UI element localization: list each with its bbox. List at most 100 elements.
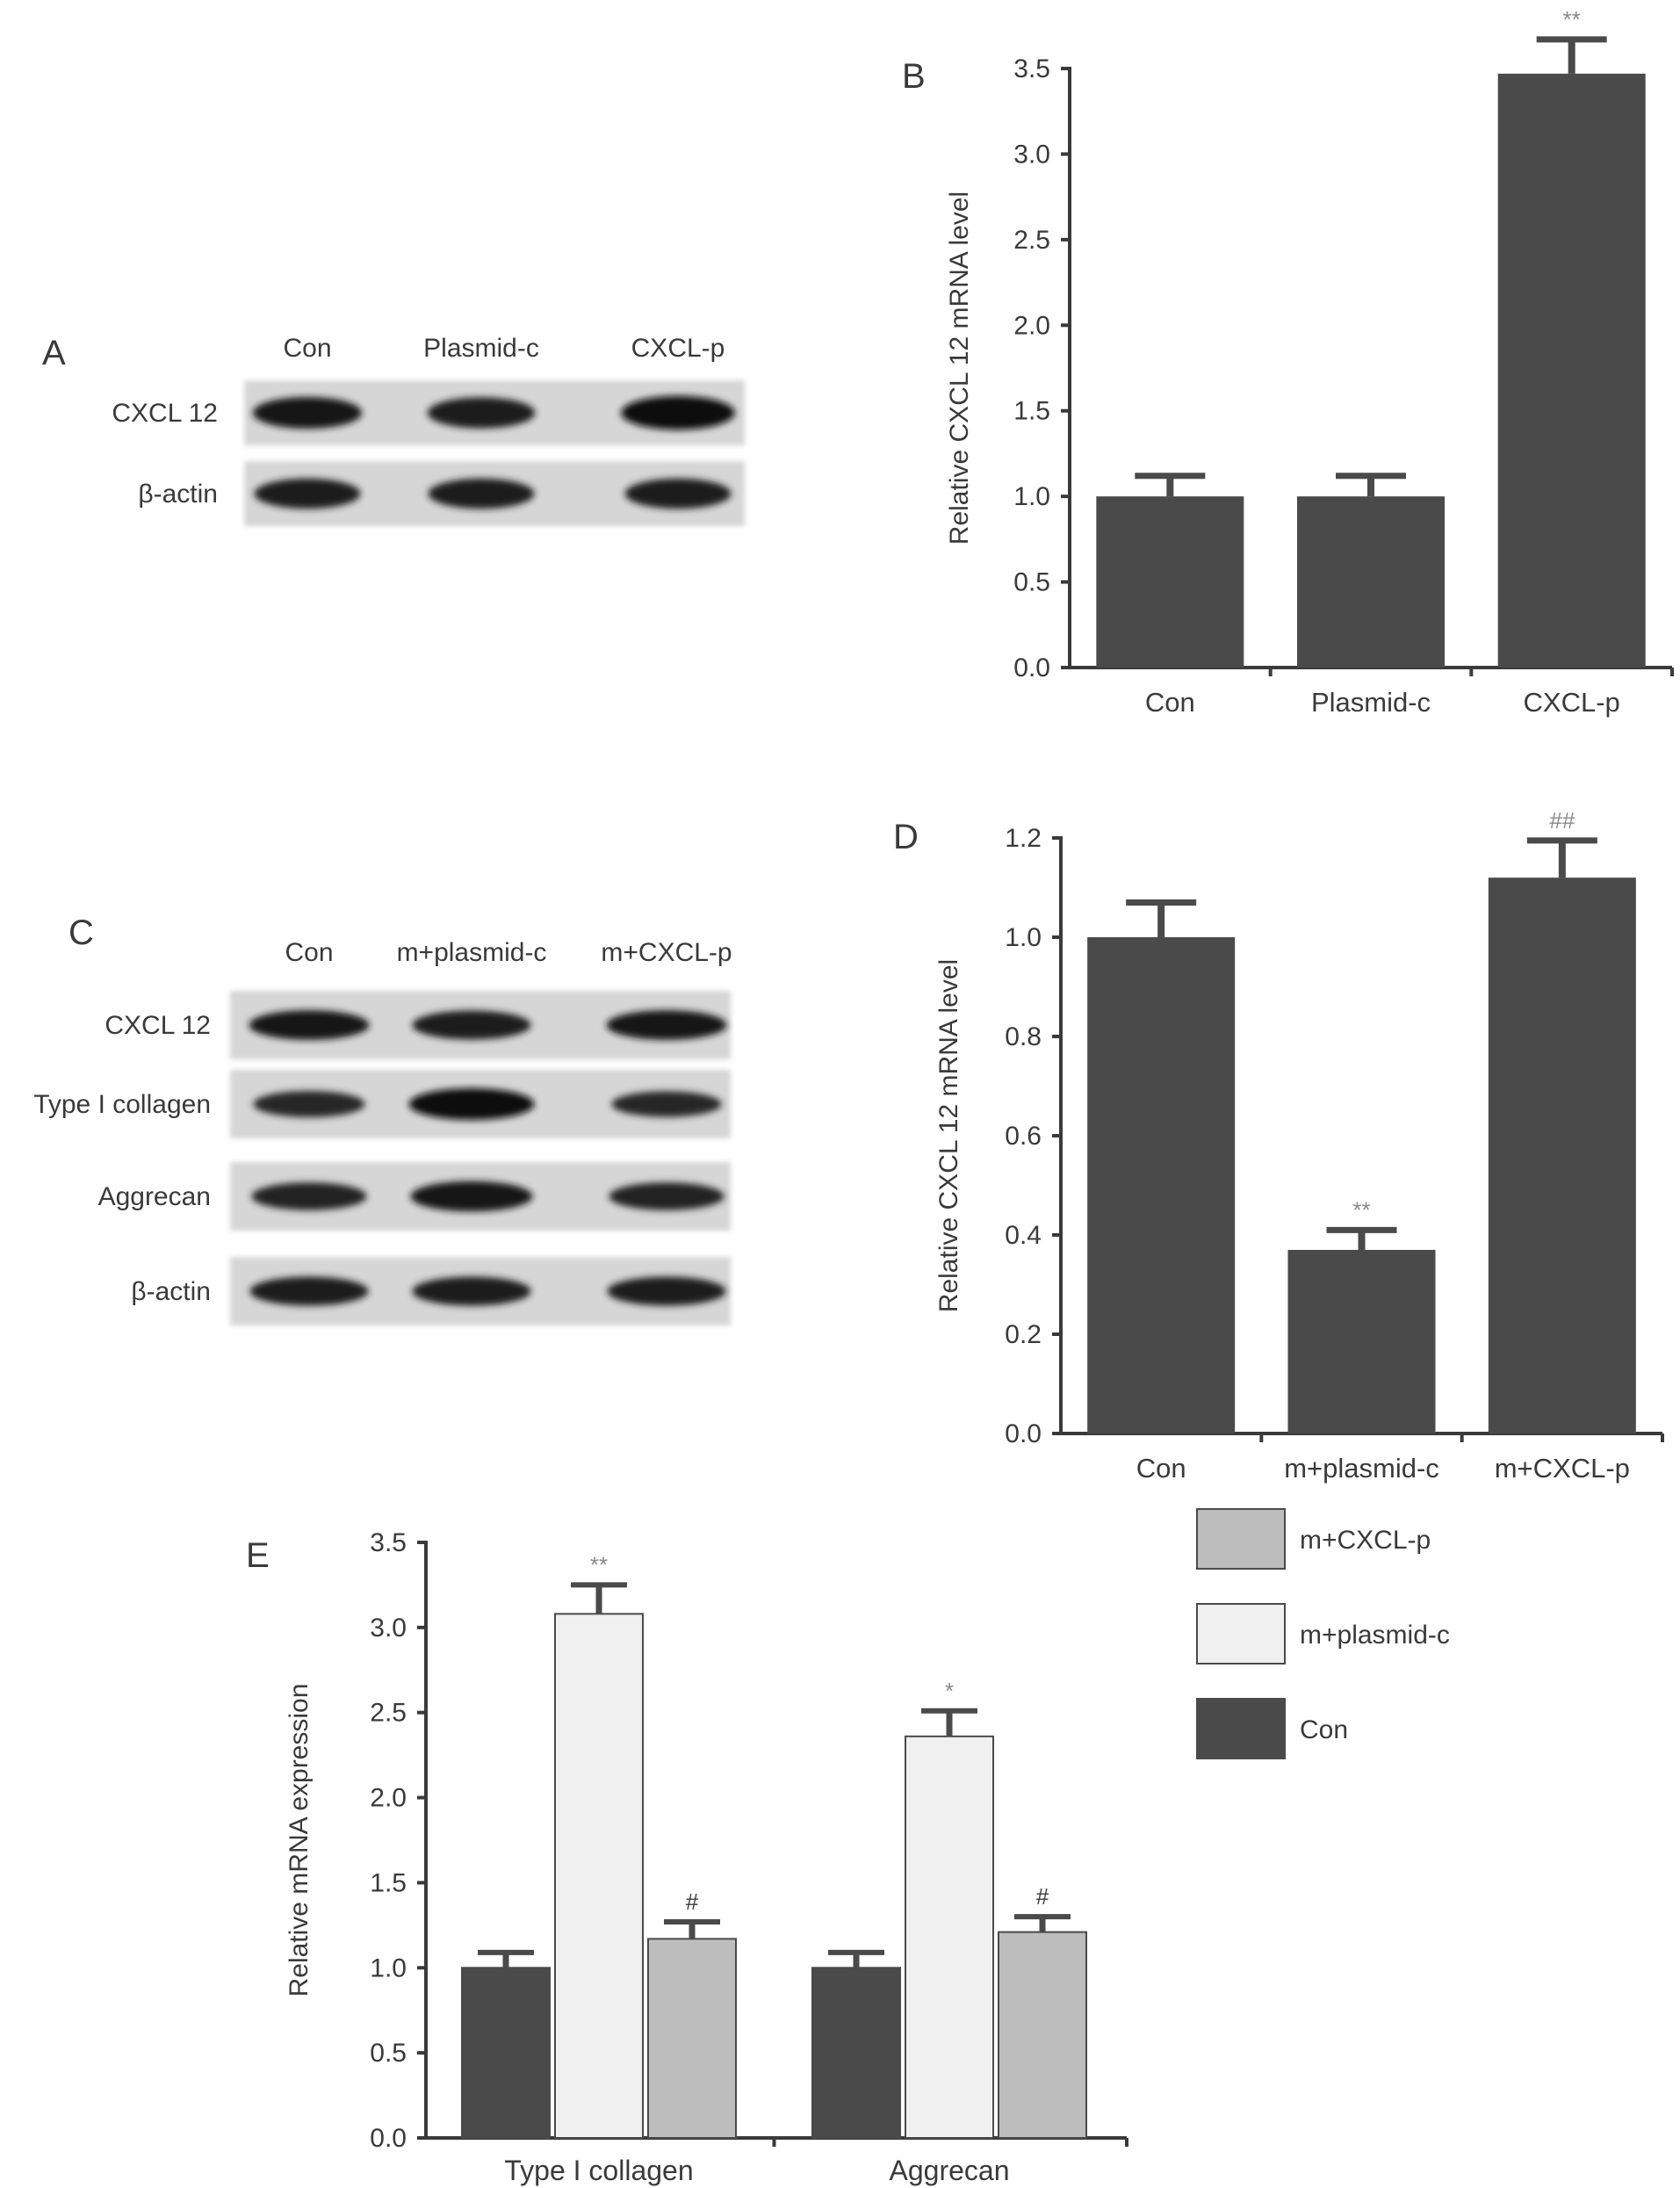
significance-mark: ** [1563, 6, 1581, 32]
blot-row-label: CXCL 12 [105, 1011, 211, 1040]
y-tick-label: 3.5 [370, 1528, 407, 1557]
blot-band [607, 1276, 726, 1306]
x-tick-label: m+CXCL-p [1495, 1453, 1630, 1484]
blot-band [254, 478, 361, 509]
y-axis-title: Relative mRNA expression [285, 1684, 314, 1997]
significance-mark: ** [1352, 1196, 1370, 1223]
blot-band [427, 397, 536, 429]
y-tick-label: 0.0 [370, 2124, 407, 2153]
y-tick-label: 1.2 [1005, 824, 1042, 853]
bar [1096, 496, 1244, 668]
panel-letter: E [246, 1536, 270, 1575]
bar [1497, 73, 1646, 668]
bar [554, 1613, 644, 2139]
y-tick-label: 0.2 [1005, 1320, 1042, 1349]
panel-c-western-blot: C Con m+plasmid-c m+CXCL-p CXCL 12 Type I col… [33, 913, 732, 1325]
blot-band [412, 1010, 531, 1040]
blot-lane-label: Con [285, 938, 333, 967]
y-tick-label: 0.0 [1005, 1419, 1042, 1448]
y-tick-label: 1.0 [370, 1953, 407, 1982]
bar [811, 1967, 901, 2139]
blot-band [621, 395, 735, 430]
bar [1297, 496, 1445, 668]
y-axis-title: Relative CXCL 12 mRNA level [934, 959, 963, 1312]
bar [1488, 877, 1636, 1433]
panel-d-bar-chart: D 0.0 0.2 0.4 0.6 0.8 1.0 1.2 Relative CXCL 12 m… [893, 807, 1664, 1484]
blot-lane-label: Plasmid-c [423, 334, 539, 363]
blot-lane-label: CXCL-p [631, 334, 725, 363]
x-tick-label: Con [1136, 1453, 1186, 1484]
blot-row-label: Aggrecan [98, 1182, 211, 1211]
y-tick-label: 0.5 [370, 2039, 407, 2068]
x-tick-label: m+plasmid-c [1284, 1453, 1439, 1484]
y-tick-label: 1.5 [1013, 397, 1050, 426]
blot-band [252, 397, 363, 429]
y-tick-label: 2.5 [1013, 226, 1050, 255]
significance-mark: ** [590, 1551, 608, 1578]
panel-b-bar-chart: B 0.0 0.5 1.0 1.5 2.0 2.5 3.0 3.5 Relative CXCL 1… [902, 6, 1674, 718]
blot-band [609, 1182, 725, 1210]
blot-band [410, 1181, 533, 1212]
legend-swatch [1196, 1698, 1286, 1759]
blot-band [249, 1276, 369, 1306]
panel-letter: D [893, 818, 919, 856]
panel-letter: C [68, 913, 94, 952]
significance-mark: * [945, 1678, 954, 1704]
x-tick-label: Plasmid-c [1311, 687, 1431, 718]
y-tick-label: 2.5 [370, 1699, 407, 1728]
blot-band [624, 478, 732, 509]
blot-band [606, 1010, 727, 1040]
y-tick-label: 0.4 [1005, 1221, 1042, 1250]
blot-band [428, 478, 535, 509]
blot-lane-label: Con [283, 334, 331, 363]
x-tick-label: CXCL-p [1524, 687, 1620, 718]
y-tick-label: 0.6 [1005, 1122, 1042, 1151]
blot-band [249, 1010, 370, 1040]
blot-row-label: CXCL 12 [112, 399, 218, 428]
bar [998, 1931, 1087, 2139]
panel-letter: A [42, 334, 66, 372]
x-tick-label: Type I collagen [504, 2155, 693, 2186]
panel-letter: B [902, 57, 926, 96]
blot-lane-label: m+CXCL-p [601, 938, 732, 967]
y-tick-label: 3.0 [370, 1614, 407, 1643]
y-tick-label: 2.0 [1013, 311, 1050, 340]
blot-row-label: β-actin [131, 1277, 211, 1306]
blot-band [251, 1182, 367, 1210]
bar [905, 1735, 994, 2139]
y-tick-label: 0.0 [1013, 654, 1050, 682]
x-tick-label: Con [1145, 687, 1195, 718]
y-tick-label: 0.8 [1005, 1022, 1042, 1051]
y-tick-label: 3.5 [1013, 54, 1050, 83]
bar [1087, 937, 1236, 1433]
blot-band [412, 1276, 531, 1306]
legend-label: Con [1300, 1715, 1348, 1744]
legend-label: m+CXCL-p [1300, 1526, 1431, 1555]
significance-mark: # [1036, 1883, 1049, 1910]
panel-a-western-blot: A Con Plasmid-c CXCL-p CXCL 12 β-actin [42, 334, 745, 526]
blot-row-label: β-actin [138, 480, 218, 509]
bar [647, 1938, 737, 2139]
legend-swatch [1196, 1603, 1286, 1664]
y-tick-label: 1.0 [1013, 482, 1050, 511]
blot-lane-label: m+plasmid-c [397, 938, 547, 967]
bar [1287, 1249, 1436, 1433]
blot-band [253, 1091, 365, 1117]
legend-swatch [1196, 1508, 1286, 1570]
bar [461, 1967, 551, 2139]
significance-mark: # [686, 1888, 699, 1915]
y-tick-label: 1.0 [1005, 923, 1042, 952]
y-tick-label: 0.5 [1013, 568, 1050, 597]
y-axis-title: Relative CXCL 12 mRNA level [945, 191, 974, 545]
y-tick-label: 3.0 [1013, 140, 1050, 169]
blot-band [611, 1091, 722, 1117]
y-tick-label: 2.0 [370, 1784, 407, 1813]
panel-e-grouped-bar-chart: E 0.0 0.5 1.0 1.5 2.0 2.5 3.0 3.5 Relative mRNA e… [246, 1508, 1450, 2186]
blot-row-label: Type I collagen [33, 1090, 211, 1119]
blot-band [408, 1088, 535, 1120]
y-tick-label: 1.5 [370, 1868, 407, 1897]
significance-mark: ## [1549, 807, 1575, 834]
x-tick-label: Aggrecan [890, 2155, 1010, 2186]
legend-label: m+plasmid-c [1300, 1621, 1450, 1650]
